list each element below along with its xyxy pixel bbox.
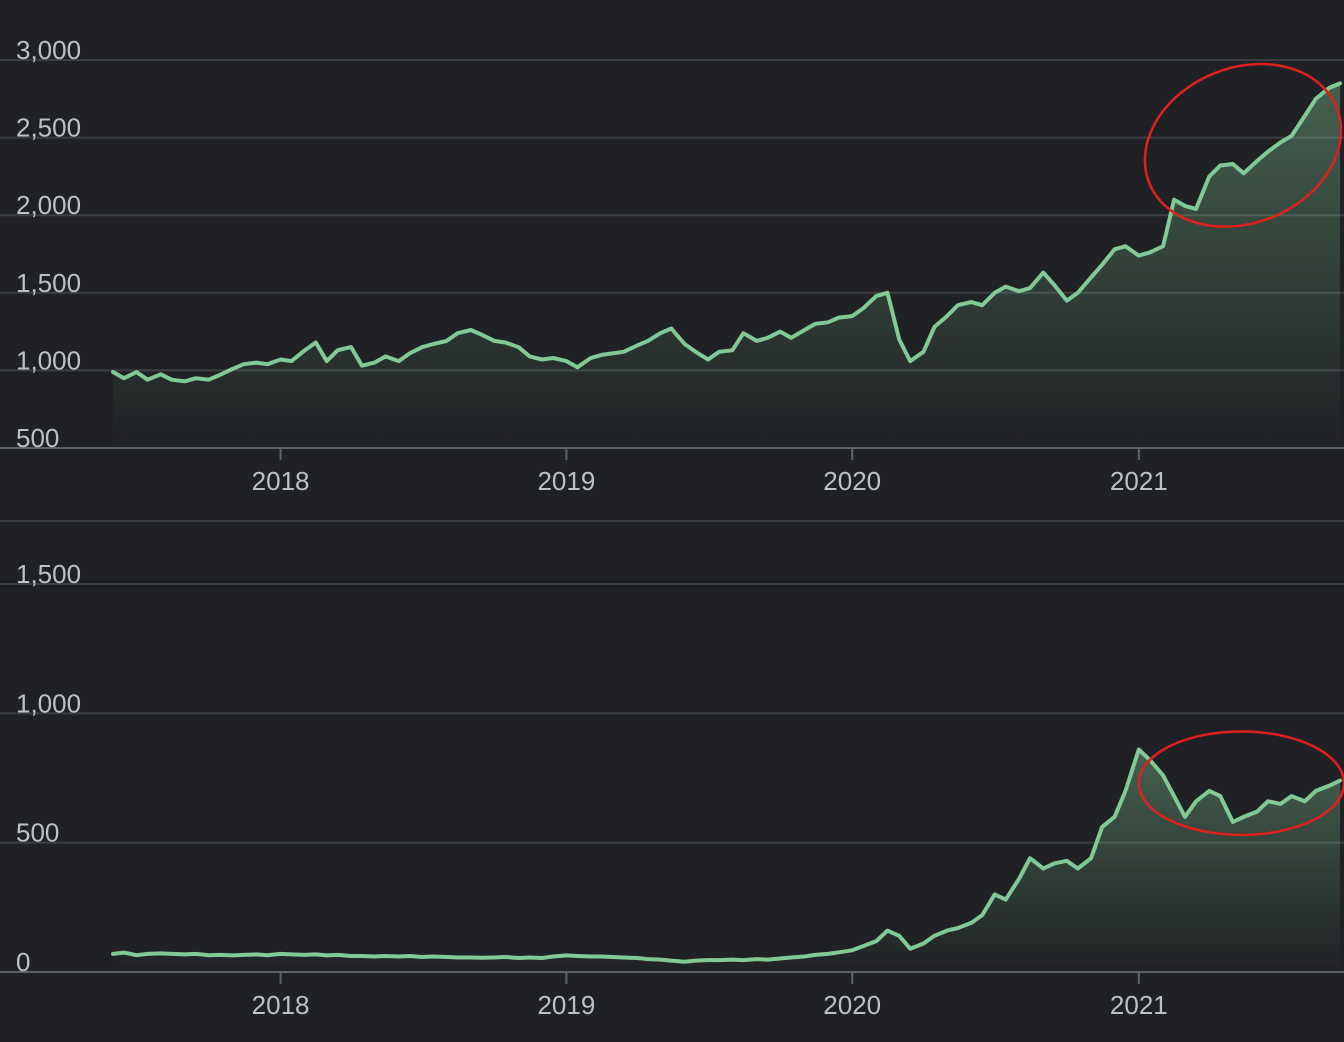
- x-tick-label: 2020: [823, 466, 881, 496]
- y-tick-label: 3,000: [16, 35, 81, 65]
- x-tick-label: 2019: [537, 990, 595, 1020]
- y-tick-label: 500: [16, 818, 59, 848]
- y-tick-label: 2,500: [16, 113, 81, 143]
- y-tick-label: 1,000: [16, 688, 81, 718]
- series-area: [113, 749, 1341, 972]
- x-tick-label: 2018: [252, 990, 310, 1020]
- y-tick-label: 1,500: [16, 559, 81, 589]
- y-tick-label: 500: [16, 423, 59, 453]
- y-tick-label: 0: [16, 947, 30, 977]
- series-line: [111, 747, 1343, 964]
- series-area: [113, 83, 1341, 449]
- x-tick-label: 2021: [1110, 990, 1168, 1020]
- price-chart-bottom: 0 500 1,000 1,500 2018 2019 2020 2021: [0, 522, 1344, 1042]
- annotation-ellipse: [1143, 62, 1343, 228]
- x-tick-label: 2018: [252, 466, 310, 496]
- chart-divider: [0, 520, 1344, 522]
- chart-svg-top: 500 1,000 1,500 2,000 2,500 3,000 2018 2019 2020…: [0, 35, 1344, 496]
- x-tick-label: 2021: [1110, 466, 1168, 496]
- y-tick-label: 2,000: [16, 190, 81, 220]
- series-line: [111, 81, 1343, 384]
- chart-svg-bottom: 0 500 1,000 1,500 2018 2019 2020 2021: [0, 559, 1344, 1020]
- price-chart-top: 500 1,000 1,500 2,000 2,500 3,000 2018 2019 2020…: [0, 35, 1344, 496]
- y-tick-label: 1,500: [16, 268, 81, 298]
- x-tick-label: 2019: [537, 466, 595, 496]
- y-tick-label: 1,000: [16, 345, 81, 375]
- x-tick-label: 2020: [823, 990, 881, 1020]
